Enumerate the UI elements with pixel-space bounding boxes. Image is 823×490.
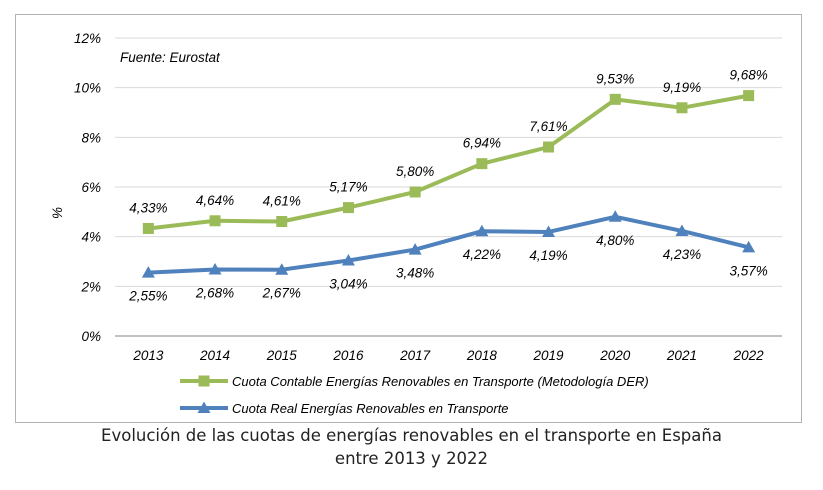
data-label-real: 3,57%	[730, 263, 768, 278]
data-label-contable: 4,61%	[263, 194, 301, 209]
data-label-real: 4,22%	[463, 247, 501, 262]
data-label-real: 2,55%	[128, 289, 167, 304]
legend-item-contable: Cuota Contable Energías Renovables en Tr…	[232, 374, 649, 389]
legend-item-real: Cuota Real Energías Renovables en Transp…	[232, 401, 509, 416]
series-layer	[141, 90, 756, 278]
data-label-contable: 9,68%	[730, 68, 768, 83]
chart-border	[15, 14, 802, 423]
x-tick-label: 2015	[266, 348, 298, 363]
gridlines	[115, 37, 782, 337]
data-point-real	[341, 254, 355, 266]
y-tick-labels: 0% 2% 4% 6% 8% 10% 12%	[74, 31, 101, 344]
y-tick-label: 6%	[81, 180, 101, 195]
x-tick-label: 2014	[199, 348, 230, 363]
caption-line-1: Evolución de las cuotas de energías reno…	[101, 426, 722, 445]
legend: Cuota Contable Energías Renovables en Tr…	[180, 374, 649, 416]
data-label-contable: 4,33%	[129, 200, 167, 215]
caption-line-2: entre 2013 y 2022	[334, 449, 489, 468]
data-point-real	[608, 210, 622, 222]
data-point-contable	[543, 141, 555, 153]
source-note: Fuente: Eurostat	[120, 50, 221, 65]
data-label-contable: 6,94%	[463, 136, 501, 151]
data-label-real: 3,48%	[396, 266, 434, 281]
y-tick-label: 0%	[81, 329, 101, 344]
data-label-real: 4,23%	[663, 247, 701, 262]
data-label-contable: 5,80%	[396, 164, 434, 179]
data-point-contable	[276, 216, 288, 228]
y-tick-label: 8%	[81, 130, 101, 145]
data-point-contable	[676, 102, 688, 114]
data-point-contable	[342, 202, 354, 214]
figure-caption: Evolución de las cuotas de energías reno…	[0, 424, 823, 470]
data-point-contable	[209, 215, 221, 227]
x-tick-label: 2018	[466, 348, 498, 363]
data-labels: 4,33% 4,64% 4,61% 5,17% 5,80% 6,94% 7,61% 9,53%…	[128, 68, 768, 304]
y-tick-label: 12%	[74, 31, 101, 46]
data-label-contable: 5,17%	[329, 180, 367, 195]
x-tick-label: 2013	[132, 348, 164, 363]
x-tick-label: 2016	[332, 348, 364, 363]
y-tick-label: 4%	[81, 230, 101, 245]
x-tick-labels: 2013 2014 2015 2016 2017 2018 2019 2020 2021 2022	[132, 348, 764, 363]
y-tick-label: 10%	[74, 81, 101, 96]
data-point-contable	[142, 222, 154, 234]
data-label-real: 4,19%	[529, 248, 567, 263]
data-point-real	[408, 243, 422, 255]
data-point-contable	[609, 93, 621, 105]
data-point-contable	[409, 186, 421, 198]
data-point-real	[475, 224, 489, 237]
data-label-contable: 4,64%	[196, 193, 234, 208]
data-label-real: 4,80%	[596, 233, 634, 248]
y-tick-label: 2%	[80, 279, 101, 294]
data-point-real	[141, 266, 155, 278]
data-point-real	[742, 240, 756, 253]
data-point-contable	[743, 90, 755, 102]
data-label-real: 3,04%	[329, 277, 367, 292]
x-tick-label: 2017	[399, 348, 431, 363]
data-label-contable: 9,19%	[663, 80, 701, 95]
x-tick-label: 2022	[733, 348, 765, 363]
data-label-contable: 9,53%	[596, 71, 634, 86]
legend-swatch-marker	[198, 375, 210, 387]
x-tick-label: 2019	[533, 348, 565, 363]
data-point-real	[675, 224, 689, 236]
chart: 0%2%4%6%8%10%12% 2013 2014 2015 2016 2017 201…	[15, 14, 802, 423]
series-line-contable	[148, 93, 750, 231]
data-point-real	[542, 225, 556, 237]
data-point-real	[208, 262, 222, 275]
data-point-real	[275, 263, 289, 275]
y-axis-label: %	[50, 207, 65, 219]
series-line-real	[148, 214, 750, 275]
data-label-contable: 7,61%	[529, 119, 567, 134]
data-label-real: 2,67%	[262, 286, 301, 301]
x-tick-label: 2021	[666, 348, 697, 363]
legend-swatch-marker	[197, 401, 211, 413]
data-label-real: 2,68%	[195, 285, 234, 300]
data-point-contable	[476, 158, 488, 170]
x-tick-label: 2020	[599, 348, 631, 363]
